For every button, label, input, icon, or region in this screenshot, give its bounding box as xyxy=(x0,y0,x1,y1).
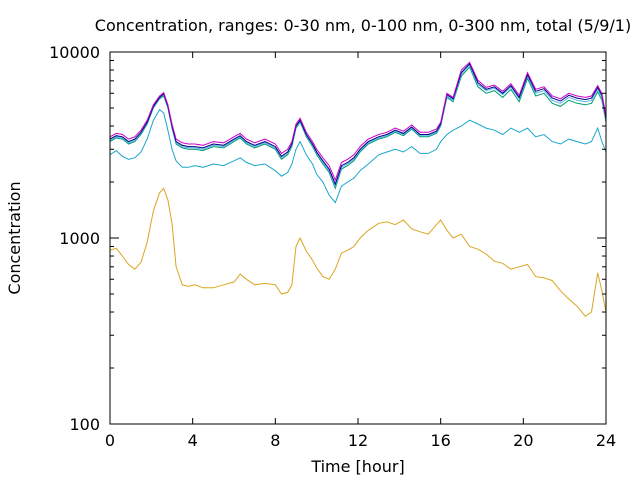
x-axis-label: Time [hour] xyxy=(310,457,404,476)
series-line-4 xyxy=(109,62,607,186)
y-axis-label: Concentration xyxy=(5,181,24,294)
y-tick-label: 10000 xyxy=(49,43,100,62)
x-tick-label: 16 xyxy=(430,431,450,450)
x-tick-label: 4 xyxy=(188,431,198,450)
y-tick-label: 1000 xyxy=(59,229,100,248)
x-tick-label: 24 xyxy=(596,431,616,450)
plot-lines xyxy=(109,61,607,317)
x-tick-label: 20 xyxy=(513,431,533,450)
series-line-1 xyxy=(109,108,607,204)
x-tick-label: 0 xyxy=(105,431,115,450)
y-tick-label: 100 xyxy=(69,415,100,434)
series-line-0 xyxy=(109,187,607,317)
chart-title: Concentration, ranges: 0-30 nm, 0-100 nm… xyxy=(95,16,631,35)
plot-frame xyxy=(109,51,607,425)
x-tick-label: 8 xyxy=(270,431,280,450)
x-tick-label: 12 xyxy=(348,431,368,450)
y-axis: 100 1000 10000 xyxy=(49,43,606,434)
series-line-5 xyxy=(109,61,607,182)
x-axis: 0 4 8 12 16 20 24 xyxy=(105,52,616,450)
